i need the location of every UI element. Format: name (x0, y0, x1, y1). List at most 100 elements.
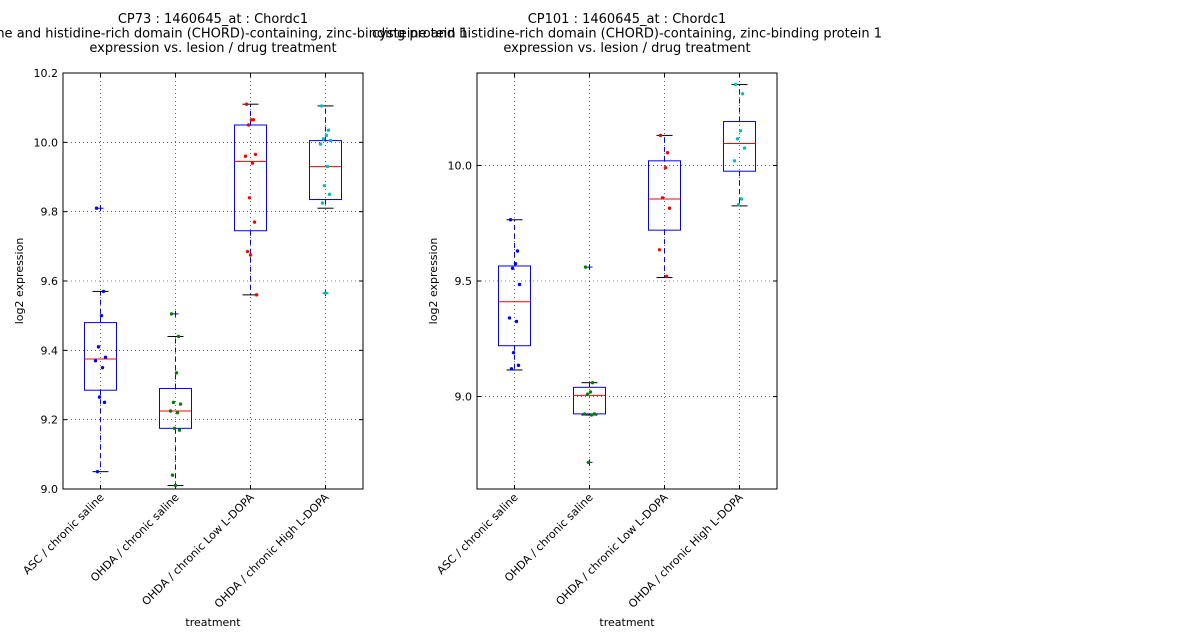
data-point (319, 104, 324, 108)
data-point (585, 392, 590, 396)
chart-title-line-2: cysteine and histidine-rich domain (CHOR… (0, 27, 468, 42)
data-point (99, 313, 104, 318)
data-point (740, 92, 745, 96)
chart-title-line-2: cysteine and histidine-rich domain (CHOR… (372, 27, 882, 42)
data-point (514, 319, 519, 324)
data-point (250, 161, 255, 165)
data-point (323, 291, 328, 295)
data-point (170, 473, 175, 477)
box-iqr (84, 322, 117, 391)
data-point (178, 402, 183, 406)
box-group-1 (498, 218, 531, 371)
x-axis-label: treatment (599, 616, 655, 629)
data-point (254, 293, 259, 297)
x-tick-label: ASC / chronic saline (434, 491, 520, 577)
data-point (175, 411, 180, 415)
box-iqr (159, 387, 192, 429)
data-point (102, 400, 107, 405)
box-iqr (648, 160, 681, 231)
y-axis-label: log2 expression (13, 238, 26, 325)
y-tick-label: 10.0 (34, 136, 59, 149)
box-iqr (723, 121, 756, 172)
data-point (249, 118, 254, 122)
data-point (736, 203, 741, 207)
data-point (101, 289, 106, 294)
data-point (253, 152, 258, 157)
data-point (508, 218, 513, 222)
data-point (322, 183, 327, 188)
data-point (95, 469, 100, 474)
data-point (516, 363, 521, 368)
data-point (515, 249, 520, 253)
box-iqr (573, 386, 606, 415)
data-point (658, 133, 663, 138)
y-tick-label: 9.5 (455, 275, 473, 288)
y-tick-label: 9.8 (41, 206, 59, 219)
y-tick-label: 9.0 (41, 483, 59, 496)
box-group-1 (84, 205, 117, 474)
box-group-2 (159, 310, 192, 488)
data-point (664, 274, 669, 279)
data-point (513, 261, 518, 266)
data-point (733, 82, 738, 87)
data-point (169, 312, 174, 316)
box-group-4 (723, 82, 756, 207)
data-point (738, 129, 743, 133)
box-group-3 (234, 102, 267, 297)
data-point (247, 196, 252, 200)
chart-title-line-1: CP73 : 1460645_at : Chordc1 (118, 12, 308, 27)
data-point (517, 282, 522, 287)
data-point (510, 266, 515, 270)
data-point (93, 359, 98, 363)
data-point (318, 142, 323, 146)
data-point (660, 196, 665, 200)
box-group-4 (309, 104, 342, 297)
data-point (246, 123, 251, 127)
data-point (590, 380, 595, 385)
data-point (173, 483, 178, 488)
data-point (244, 102, 249, 106)
outlier-marker (586, 264, 593, 271)
chart-title-line-1: CP101 : 1460645_at : Chordc1 (528, 12, 727, 27)
plot-frame (476, 72, 778, 490)
data-point (511, 350, 516, 355)
data-point (657, 248, 662, 252)
data-point (328, 138, 333, 143)
data-point (588, 390, 593, 394)
data-point (324, 133, 329, 138)
x-tick-label: ASC / chronic saline (20, 491, 106, 577)
data-point (243, 154, 248, 158)
box-iqr (309, 140, 342, 201)
data-point (739, 197, 744, 201)
data-point (103, 355, 108, 359)
box-group-2 (573, 264, 606, 466)
data-point (248, 253, 253, 257)
data-point (172, 426, 177, 431)
y-axis-label: log2 expression (427, 238, 440, 325)
data-point (582, 412, 587, 416)
data-point (592, 412, 597, 416)
box-iqr (498, 265, 531, 347)
data-point (589, 413, 594, 417)
data-point (171, 400, 176, 405)
data-point (177, 428, 182, 432)
data-point (665, 151, 670, 155)
y-tick-label: 9.6 (41, 275, 59, 288)
data-point (174, 371, 179, 375)
outlier-marker (97, 205, 104, 212)
data-point (245, 249, 250, 254)
y-tick-label: 9.4 (41, 344, 59, 357)
chart-title-line-3: expression vs. lesion / drug treatment (503, 41, 750, 56)
data-point (97, 395, 102, 399)
x-axis-label: treatment (185, 616, 241, 629)
data-point (94, 206, 99, 210)
chart-title-line-3: expression vs. lesion / drug treatment (89, 41, 336, 56)
data-point (507, 316, 512, 320)
data-point (326, 128, 331, 132)
plot-frame (62, 72, 364, 490)
y-tick-label: 10.2 (34, 67, 59, 80)
data-point (321, 137, 326, 141)
y-tick-label: 9.2 (41, 414, 59, 427)
